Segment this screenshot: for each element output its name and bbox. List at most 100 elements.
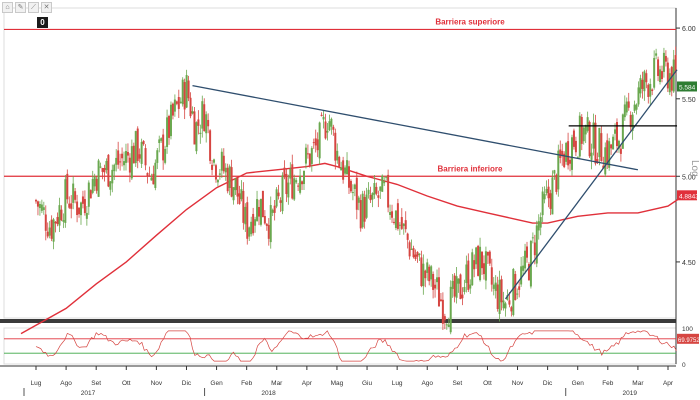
candle-down xyxy=(148,175,151,177)
x-tick-label: Set xyxy=(452,380,462,387)
candle-up xyxy=(275,189,278,207)
candle-down xyxy=(602,165,605,169)
candle-down xyxy=(387,174,390,208)
candle-up xyxy=(604,147,607,175)
candle-up xyxy=(557,150,560,190)
candle-down xyxy=(347,166,350,188)
candle-down xyxy=(629,114,632,128)
candle-up xyxy=(336,150,339,161)
pencil-icon[interactable]: ✎ xyxy=(15,2,26,13)
candle-down xyxy=(490,267,493,285)
candle-down xyxy=(283,167,286,178)
candle-up xyxy=(199,132,202,135)
x-tick-label: Mag xyxy=(331,380,344,387)
close-icon[interactable]: ✕ xyxy=(41,2,52,13)
candle-down xyxy=(453,275,456,297)
candle-up xyxy=(115,157,118,165)
candle-up xyxy=(621,114,624,149)
candle-down xyxy=(81,196,84,204)
candle-up xyxy=(216,179,219,183)
candle-down xyxy=(645,73,648,83)
panel-divider xyxy=(0,319,676,323)
candle-down xyxy=(152,173,155,185)
candle-up xyxy=(639,78,642,94)
candle-down xyxy=(171,103,174,116)
candle-down xyxy=(610,144,613,149)
candle-down xyxy=(320,114,323,116)
candle-down xyxy=(126,151,129,156)
candle-up xyxy=(463,286,466,292)
candle-down xyxy=(312,142,315,144)
candle-up xyxy=(516,293,519,295)
candle-up xyxy=(166,117,169,147)
candle-up xyxy=(457,278,460,284)
candle-up xyxy=(304,147,307,164)
candle-up xyxy=(633,104,636,111)
candle-up xyxy=(40,204,43,211)
candle-up xyxy=(430,266,433,280)
candle-up xyxy=(506,295,509,300)
candle-up xyxy=(385,176,388,178)
x-tick-label: Lug xyxy=(392,380,403,387)
candle-down xyxy=(615,122,618,147)
candle-down xyxy=(56,217,59,224)
candle-down xyxy=(209,130,212,161)
candle-up xyxy=(344,167,347,174)
candle-up xyxy=(134,131,137,164)
candle-up xyxy=(617,140,620,149)
candle-down xyxy=(526,246,529,258)
candle-down xyxy=(301,181,304,185)
candle-up xyxy=(169,104,172,137)
candle-up xyxy=(449,286,452,333)
candle-down xyxy=(657,59,660,76)
x-tick-label: Ott xyxy=(483,380,492,387)
y-tick-label: 5.00 xyxy=(682,174,696,181)
home-icon[interactable]: ⌂ xyxy=(2,2,13,13)
candle-up xyxy=(529,240,532,287)
candle-up xyxy=(484,251,487,281)
candle-up xyxy=(565,142,568,162)
candle-down xyxy=(107,154,110,187)
candle-down xyxy=(481,251,484,269)
candle-down xyxy=(500,279,503,303)
x-tick-label: Feb xyxy=(241,380,253,387)
x-tick-label: Ago xyxy=(60,380,72,387)
candle-down xyxy=(486,251,489,256)
x-tick-label: Giu xyxy=(362,380,373,387)
candle-up xyxy=(524,250,527,269)
candle-up xyxy=(256,199,259,221)
candle-up xyxy=(173,99,176,112)
candle-up xyxy=(351,192,354,194)
candle-up xyxy=(213,159,216,163)
candle-down xyxy=(136,128,139,161)
zoom-badge[interactable]: 0 xyxy=(37,17,48,28)
candle-down xyxy=(437,277,440,307)
candle-down xyxy=(572,130,575,147)
candle-down xyxy=(162,134,165,161)
candle-up xyxy=(592,122,595,149)
candle-down xyxy=(434,284,437,289)
log-axis-label: Log xyxy=(689,160,700,177)
candle-down xyxy=(400,217,403,229)
candle-down xyxy=(101,167,104,172)
candle-down xyxy=(226,167,229,192)
candle-down xyxy=(569,159,572,164)
candle-up xyxy=(426,262,429,273)
candle-up xyxy=(191,111,194,114)
candle-up xyxy=(179,101,182,103)
candle-down xyxy=(518,286,521,290)
candle-up xyxy=(637,87,640,105)
candle-down xyxy=(50,219,53,239)
candle-up xyxy=(410,248,413,250)
candle-down xyxy=(203,104,206,132)
x-tick-label: Ago xyxy=(421,380,433,387)
candle-down xyxy=(285,173,288,195)
ruler-icon[interactable]: ⟋ xyxy=(28,2,39,13)
candle-up xyxy=(293,178,296,200)
candle-up xyxy=(79,202,82,216)
candle-down xyxy=(377,195,380,198)
candle-down xyxy=(396,203,399,229)
candle-down xyxy=(316,139,319,151)
candle-down xyxy=(404,220,407,230)
